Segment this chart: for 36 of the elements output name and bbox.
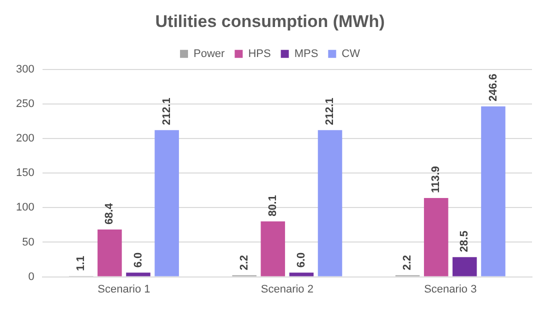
legend-label: Power	[194, 48, 226, 60]
y-tick-label: 250	[16, 98, 34, 110]
data-label: 2.2	[402, 254, 414, 270]
data-label: 68.4	[104, 202, 116, 225]
bar	[126, 272, 150, 276]
y-tick-label: 0	[28, 270, 34, 283]
legend-label: CW	[342, 48, 361, 60]
data-label: 1.1	[75, 256, 88, 272]
legend-label: HPS	[248, 48, 271, 60]
data-label: 6.0	[295, 252, 308, 268]
data-label: 212.1	[324, 98, 336, 126]
y-tick-label: 50	[22, 236, 34, 248]
data-label: 113.9	[430, 166, 442, 194]
data-label: 6.0	[132, 252, 144, 268]
x-tick-label: Scenario 3	[424, 283, 477, 296]
bar	[424, 198, 448, 276]
data-label: 28.5	[458, 230, 471, 252]
bar	[260, 221, 286, 276]
y-tick-label: 200	[16, 132, 34, 145]
data-label: 212.1	[160, 98, 173, 126]
y-tick-label: 100	[16, 202, 34, 214]
bar	[98, 230, 122, 276]
x-tick-label: Scenario 2	[260, 283, 314, 296]
x-tick-label: Scenario 1	[98, 283, 150, 296]
y-tick-label: 300	[16, 63, 34, 76]
bar	[318, 130, 342, 276]
y-tick-label: 150	[16, 167, 34, 180]
bar	[452, 257, 477, 276]
bar	[289, 272, 314, 276]
legend-label: MPS	[294, 48, 318, 60]
bar	[481, 106, 506, 276]
data-label: 246.6	[487, 74, 500, 102]
chart-title: Utilities consumption (MWh)	[155, 12, 385, 31]
bar	[154, 130, 179, 276]
data-label: 2.2	[238, 254, 250, 270]
data-label: 80.1	[266, 195, 279, 216]
